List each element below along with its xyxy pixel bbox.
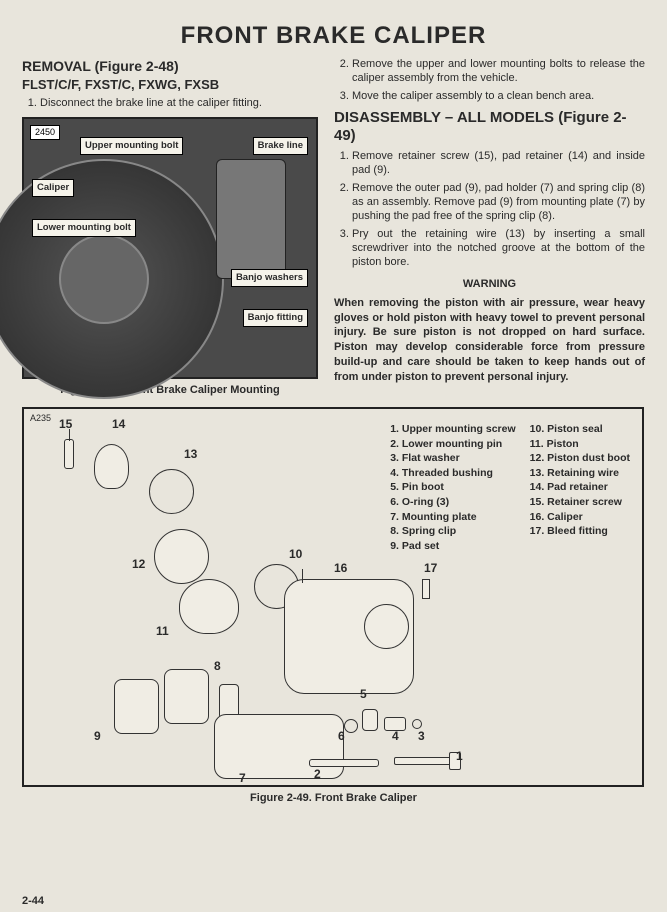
callout-1: 1: [456, 749, 463, 765]
page-title: FRONT BRAKE CALIPER: [22, 20, 645, 51]
callout-3: 3: [418, 729, 425, 745]
shape-5: [362, 709, 378, 731]
part-13: 13. Retaining wire: [530, 467, 630, 481]
callout-6: 6: [338, 729, 345, 745]
label-brake-line: Brake line: [253, 137, 308, 155]
callout-4: 4: [392, 729, 399, 745]
disassembly-steps: Remove retainer screw (15), pad retainer…: [334, 149, 645, 269]
label-banjo-washers: Banjo washers: [231, 269, 308, 287]
part-17: 17. Bleed fitting: [530, 525, 630, 539]
shape-15: [64, 439, 74, 469]
shape-14: [94, 444, 129, 489]
callout-15: 15: [59, 417, 72, 433]
caliper-graphic: [216, 159, 286, 279]
shape-2: [309, 759, 379, 767]
removal-steps-left: Disconnect the brake line at the caliper…: [22, 96, 318, 110]
shape-9b: [164, 669, 209, 724]
shape-6: [344, 719, 358, 733]
leader: [302, 569, 303, 583]
label-caliper: Caliper: [32, 179, 74, 197]
shape-11: [179, 579, 239, 634]
part-11: 11. Piston: [530, 438, 630, 452]
removal-heading: REMOVAL (Figure 2-48): [22, 57, 318, 75]
figure-2-49: A235 1. Upper mounting screw 2. Lower mo…: [22, 407, 644, 787]
shape-3: [412, 719, 422, 729]
part-15: 15. Retainer screw: [530, 496, 630, 510]
callout-12: 12: [132, 557, 145, 573]
step-1: Disconnect the brake line at the caliper…: [40, 96, 318, 110]
two-column-layout: REMOVAL (Figure 2-48) FLST/C/F, FXST/C, …: [22, 57, 645, 397]
shape-13: [149, 469, 194, 514]
models-heading: FLST/C/F, FXST/C, FXWG, FXSB: [22, 77, 318, 94]
shape-16b: [364, 604, 409, 649]
page-number: 2-44: [22, 894, 44, 908]
hub-graphic: [59, 234, 149, 324]
callout-16: 16: [334, 561, 347, 577]
label-lower-bolt: Lower mounting bolt: [32, 219, 136, 237]
callout-8: 8: [214, 659, 221, 675]
figure-2-48: 2450 Upper mounting bolt Brake line Lowe…: [22, 117, 318, 379]
figure-2-49-caption: Figure 2-49. Front Brake Caliper: [22, 791, 645, 805]
callout-10: 10: [289, 547, 302, 563]
parts-col-b: 10. Piston seal 11. Piston 12. Piston du…: [530, 423, 630, 555]
callout-14: 14: [112, 417, 125, 433]
left-column: REMOVAL (Figure 2-48) FLST/C/F, FXST/C, …: [22, 57, 318, 397]
label-banjo-fitting: Banjo fitting: [243, 309, 308, 327]
step-3: Move the caliper assembly to a clean ben…: [352, 89, 645, 103]
exploded-diagram: [34, 419, 434, 779]
figure-id-label: 2450: [30, 125, 60, 141]
removal-steps-right: Remove the upper and lower mounting bolt…: [334, 57, 645, 103]
callout-7: 7: [239, 771, 246, 787]
callout-13: 13: [184, 447, 197, 463]
d-step-1: Remove retainer screw (15), pad retainer…: [352, 149, 645, 178]
callout-5: 5: [360, 687, 367, 703]
shape-1: [394, 757, 454, 765]
shape-12: [154, 529, 209, 584]
right-column: Remove the upper and lower mounting bolt…: [334, 57, 645, 397]
warning-heading: WARNING: [334, 277, 645, 291]
shape-7: [214, 714, 344, 779]
part-12: 12. Piston dust boot: [530, 452, 630, 466]
callout-17: 17: [424, 561, 437, 577]
part-16: 16. Caliper: [530, 511, 630, 525]
callout-9: 9: [94, 729, 101, 745]
label-upper-bolt: Upper mounting bolt: [80, 137, 183, 155]
d-step-3: Pry out the retaining wire (13) by inser…: [352, 227, 645, 270]
shape-9a: [114, 679, 159, 734]
d-step-2: Remove the outer pad (9), pad holder (7)…: [352, 181, 645, 224]
callout-2: 2: [314, 767, 321, 783]
callout-11: 11: [156, 624, 169, 640]
part-10: 10. Piston seal: [530, 423, 630, 437]
shape-17: [422, 579, 430, 599]
disassembly-heading: DISASSEMBLY – ALL MODELS (Figure 2-49): [334, 109, 645, 145]
step-2: Remove the upper and lower mounting bolt…: [352, 57, 645, 86]
part-14: 14. Pad retainer: [530, 481, 630, 495]
warning-body: When removing the piston with air pressu…: [334, 296, 645, 385]
